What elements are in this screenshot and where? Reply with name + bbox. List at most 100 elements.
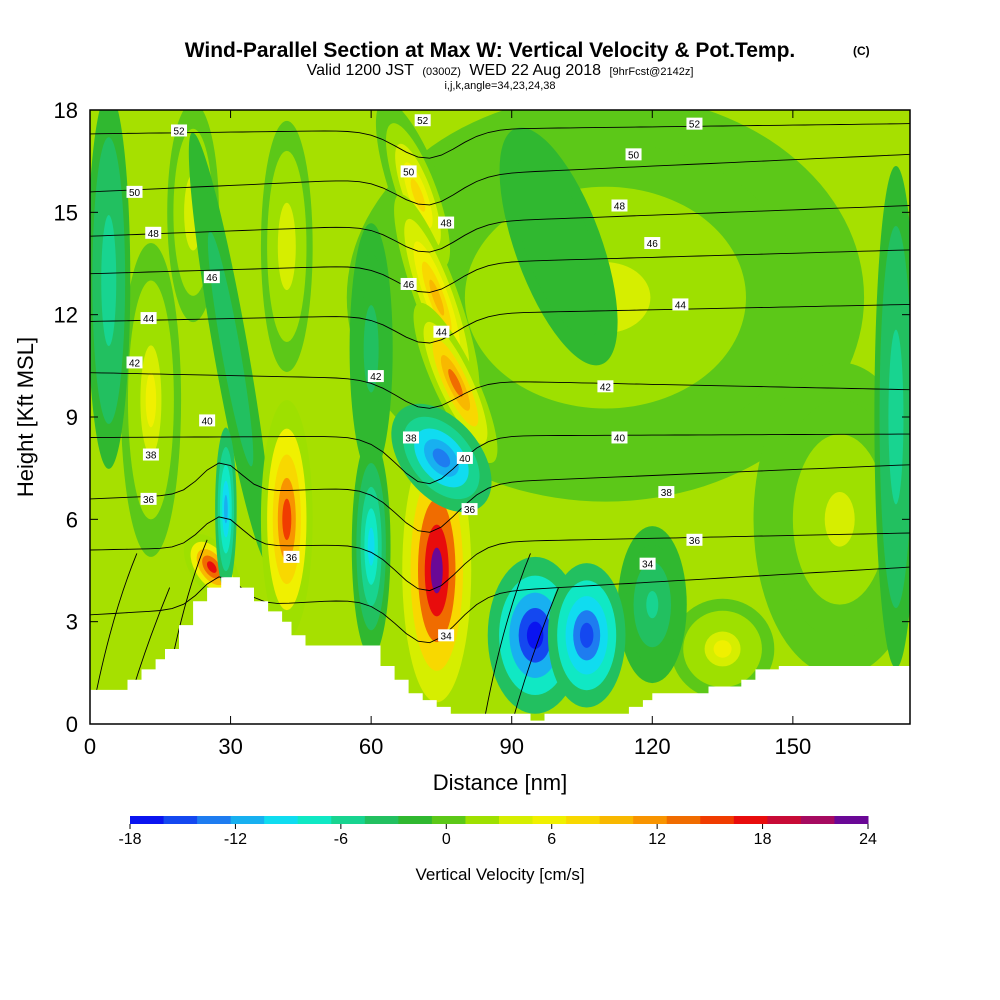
colorbar-tick-label: -6	[334, 831, 348, 848]
colorbar-swatch	[331, 816, 366, 824]
contour-label-text: 36	[689, 536, 701, 547]
contour-label: 42	[597, 380, 614, 393]
contour-label: 50	[400, 165, 417, 178]
contour-label-text: 34	[642, 560, 654, 571]
y-tick-label: 15	[54, 200, 78, 225]
colorbar-swatch	[431, 816, 466, 824]
terrain-mask	[90, 577, 910, 724]
copyright-mark: (C)	[853, 44, 870, 58]
colorbar-swatch	[130, 816, 165, 824]
contour-label-text: 52	[689, 120, 701, 131]
x-axis: 0 30 60 90 120 150	[84, 110, 811, 759]
x-tick-label: 150	[774, 734, 811, 759]
valid-date-label: WED 22 Aug 2018	[469, 62, 601, 79]
contour-label-text: 40	[202, 416, 214, 427]
colorbar-swatch	[599, 816, 634, 824]
contour-label: 52	[171, 124, 188, 137]
contour-label: 40	[199, 414, 216, 427]
field-band	[410, 178, 426, 212]
forecast-label: [9hrFcst@2142z]	[609, 66, 693, 78]
colorbar-swatch	[163, 816, 198, 824]
colorbar-tick-label: 0	[442, 831, 451, 848]
contour-label-text: 48	[148, 229, 160, 240]
colorbar-swatch	[197, 816, 232, 824]
field-band	[224, 494, 228, 524]
colorbar-swatch	[566, 816, 601, 824]
contour-label-text: 50	[129, 188, 141, 199]
contour-label: 46	[203, 271, 220, 284]
colorbar-swatch	[297, 816, 332, 824]
field-band	[367, 326, 375, 371]
contour-label-text: 34	[441, 631, 453, 642]
contour-label-text: 44	[143, 314, 155, 325]
field-band	[282, 498, 292, 541]
contour-label: 52	[686, 117, 703, 131]
contour-label-text: 48	[614, 202, 626, 213]
y-tick-label: 3	[66, 610, 78, 635]
contour-label: 42	[126, 356, 143, 369]
colorbar-swatch	[364, 816, 399, 824]
theta-contour-50	[90, 153, 910, 206]
colorbar-swatch	[834, 816, 869, 824]
contour-label: 40	[611, 431, 628, 444]
contour-label-text: 38	[405, 433, 417, 444]
theta-contour-48	[90, 205, 910, 253]
contour-label: 38	[142, 448, 159, 462]
contour-label-text: 44	[675, 300, 687, 311]
contour-label-text: 50	[628, 150, 640, 161]
contour-label: 48	[438, 216, 455, 230]
contour-label: 44	[140, 312, 157, 325]
contour-label-text: 46	[403, 280, 415, 291]
contour-label: 44	[672, 298, 689, 311]
contour-label: 38	[402, 431, 419, 444]
chart-title: Wind-Parallel Section at Max W: Vertical…	[185, 39, 796, 62]
y-tick-label: 9	[66, 405, 78, 430]
field-band	[282, 224, 292, 269]
colorbar-tick-label: 6	[547, 831, 556, 848]
contour-label: 48	[145, 226, 162, 240]
field-band	[548, 225, 569, 268]
field-band	[206, 561, 217, 573]
theta-contour-38	[90, 462, 910, 533]
contour-label-text: 36	[464, 505, 476, 516]
colorbar-swatch	[398, 816, 433, 824]
colorbar-swatch	[465, 816, 500, 824]
contour-label-text: 46	[206, 273, 218, 284]
contour-labels: 52 52 52 50 50 50 48 48 48 46 46 46 44 44 44 42 42 42 40 40…	[126, 114, 703, 642]
field-band	[526, 621, 544, 649]
theta-contour-40	[90, 433, 910, 485]
chart-subtitle: Valid 1200 JST (0300Z) WED 22 Aug 2018 […	[307, 62, 694, 79]
theta-contour-46	[90, 249, 910, 293]
field-band	[824, 492, 855, 547]
section-params: i,j,k,angle=34,23,24,38	[444, 80, 555, 92]
theta-contour-52	[90, 123, 910, 159]
contour-label-text: 36	[143, 495, 155, 506]
field-band	[432, 448, 451, 468]
field-band	[713, 640, 732, 658]
surface-contour	[483, 553, 531, 724]
potential-temperature-contours	[90, 123, 910, 724]
colorbar-label: Vertical Velocity [cm/s]	[415, 865, 584, 884]
colorbar-swatch	[700, 816, 735, 824]
y-axis-label: Height [Kft MSL]	[13, 337, 38, 497]
contour-label-text: 42	[370, 372, 382, 383]
contour-label-text: 42	[600, 382, 612, 393]
field-band	[429, 279, 445, 316]
colorbar-swatch	[666, 816, 701, 824]
contour-label-text: 38	[661, 488, 673, 499]
field-band	[104, 247, 113, 314]
y-tick-label: 12	[54, 303, 78, 328]
contour-label-text: 40	[459, 454, 471, 465]
colorbar-swatch	[733, 816, 768, 824]
x-tick-label: 120	[634, 734, 671, 759]
contour-label: 36	[140, 492, 157, 506]
contour-label-text: 50	[403, 167, 415, 178]
contour-label: 36	[461, 503, 478, 516]
colorbar-swatch	[230, 816, 265, 824]
colorbar-tick-label: -18	[118, 831, 141, 848]
field-band	[579, 622, 594, 648]
colorbar-swatch	[800, 816, 835, 824]
contour-label-text: 36	[286, 553, 298, 564]
